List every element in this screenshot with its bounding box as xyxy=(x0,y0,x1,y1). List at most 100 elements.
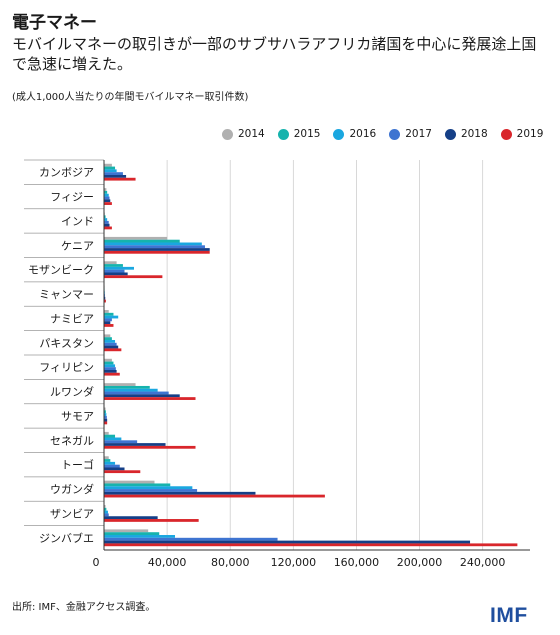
bar-2015 xyxy=(104,459,111,462)
bar-2014 xyxy=(104,431,109,435)
bar-2019 xyxy=(104,372,120,376)
chart-unit-note: (成人1,000人当たりの年間モバイルマネー取引件数) xyxy=(12,92,249,103)
bar-2019 xyxy=(104,348,122,352)
bar-2014 xyxy=(104,163,112,167)
legend-label: 2018 xyxy=(460,128,488,140)
legend-label: 2019 xyxy=(516,128,544,140)
category-label: サモア xyxy=(61,410,94,423)
bar-2016 xyxy=(104,486,193,490)
bar-2015 xyxy=(104,190,108,194)
legend-label: 2017 xyxy=(405,128,432,140)
bar-2015 xyxy=(104,312,114,316)
bar-2014 xyxy=(104,383,136,386)
imf-logo: IMF xyxy=(490,604,528,627)
bar-2019 xyxy=(104,275,163,279)
bar-2014 xyxy=(104,480,155,484)
category-label: インド xyxy=(61,215,94,228)
x-tick-label: 160,000 xyxy=(334,556,380,569)
x-tick-label: 200,000 xyxy=(397,556,443,569)
bar-2016 xyxy=(104,388,158,392)
bar-2017 xyxy=(104,440,138,444)
bar-2019 xyxy=(104,470,141,474)
x-tick-label: 240,000 xyxy=(460,556,506,569)
legend-swatch xyxy=(333,128,345,140)
bar-2017 xyxy=(104,367,116,370)
bar-2016 xyxy=(104,169,117,173)
bar-2018 xyxy=(104,296,106,300)
bar-2019 xyxy=(104,299,106,303)
category-label: ナミビア xyxy=(50,312,94,325)
bar-2018 xyxy=(104,369,117,373)
bar-2018 xyxy=(104,321,111,325)
bar-2016 xyxy=(104,461,116,465)
category-label: ウガンダ xyxy=(50,482,94,496)
category-label: トーゴ xyxy=(61,458,94,472)
bar-2017 xyxy=(104,220,109,224)
legend-item-2019: 2019 xyxy=(500,128,544,140)
legend-swatch xyxy=(444,128,456,140)
bar-2019 xyxy=(104,177,136,181)
legend-swatch xyxy=(500,128,512,140)
legend-label: 2016 xyxy=(349,128,377,140)
category-label: ザンビア xyxy=(50,507,94,520)
category-label: ジンバブエ xyxy=(39,531,94,545)
bar-2015 xyxy=(104,483,171,487)
legend-swatch xyxy=(277,128,289,140)
bar-2015 xyxy=(104,532,160,536)
category-label: モザンビーク xyxy=(28,264,94,277)
bar-2014 xyxy=(104,358,112,362)
bar-2016 xyxy=(104,193,109,197)
bar-2017 xyxy=(104,513,109,517)
bar-2017 xyxy=(104,391,169,395)
bar-2017 xyxy=(104,245,205,249)
x-tick-label: 80,000 xyxy=(211,556,250,569)
bar-2014 xyxy=(104,188,107,191)
bar-2017 xyxy=(104,489,198,492)
bar-2017 xyxy=(104,464,120,468)
x-tick-label: 0 xyxy=(93,556,100,569)
legend-item-2018: 2018 xyxy=(444,128,488,140)
bar-2016 xyxy=(104,510,108,514)
bar-2018 xyxy=(104,418,108,422)
chart-legend: 2014 2015 2016 2017 2018 2019 xyxy=(222,128,543,140)
bar-2019 xyxy=(104,543,518,547)
bar-2019 xyxy=(104,494,325,498)
bar-2016 xyxy=(104,340,116,343)
bar-2018 xyxy=(104,394,180,398)
bar-2014 xyxy=(104,407,106,411)
bar-2018 xyxy=(104,174,127,178)
source-note: 出所: IMF、金融アクセス調査。 xyxy=(12,602,156,613)
category-label: フィリピン xyxy=(39,361,94,374)
category-label: ケニア xyxy=(61,239,94,252)
bar-2017 xyxy=(104,342,117,346)
bar-2017 xyxy=(104,318,112,322)
bar-2017 xyxy=(104,196,110,200)
bar-2016 xyxy=(104,218,108,221)
bar-2018 xyxy=(104,248,210,251)
bar-2015 xyxy=(104,337,112,341)
bar-2015 xyxy=(104,239,180,243)
bar-2017 xyxy=(104,415,107,419)
bar-2019 xyxy=(104,445,196,449)
bar-2017 xyxy=(104,537,278,541)
bar-2018 xyxy=(104,272,128,276)
category-label: パキスタン xyxy=(39,337,94,350)
bar-2016 xyxy=(104,535,175,538)
bar-2015 xyxy=(104,434,116,438)
bar-2019 xyxy=(104,226,112,230)
bar-2016 xyxy=(104,413,107,416)
legend-item-2017: 2017 xyxy=(389,128,432,140)
bar-2016 xyxy=(104,242,202,246)
bar-2016 xyxy=(104,364,116,368)
legend-swatch xyxy=(389,128,401,140)
bar-2014 xyxy=(104,334,111,338)
bar-2017 xyxy=(104,172,123,175)
bar-2014 xyxy=(104,505,106,508)
category-label: カンボジア xyxy=(39,166,94,179)
category-label: ミャンマー xyxy=(39,288,94,301)
bar-2019 xyxy=(104,324,114,327)
bar-2014 xyxy=(104,529,149,533)
bar-2015 xyxy=(104,166,116,170)
bar-2017 xyxy=(104,269,125,273)
